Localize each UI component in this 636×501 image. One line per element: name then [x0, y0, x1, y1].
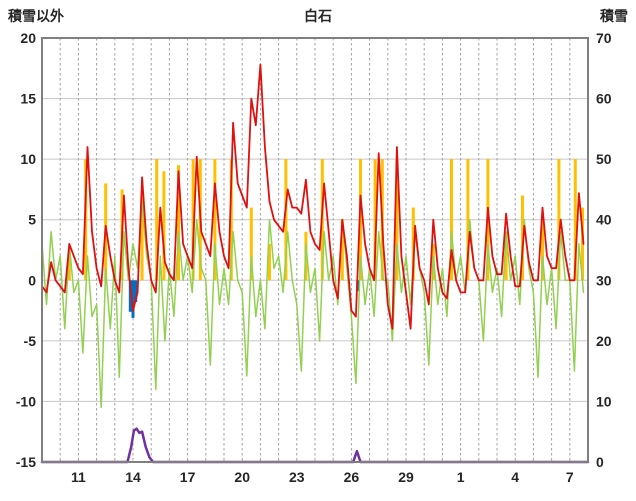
purple-line	[40, 427, 590, 464]
orange-bars	[411, 207, 415, 281]
blue-bars	[131, 280, 135, 318]
orange-bars	[213, 159, 217, 281]
left-axis-tick-label: 10	[20, 151, 36, 167]
left-axis-tick-label: 15	[20, 91, 36, 107]
x-axis-tick-label: 7	[566, 469, 574, 485]
right-axis-tick-label: 60	[596, 91, 612, 107]
left-axis-tick-label: 20	[20, 30, 36, 46]
orange-bars	[541, 219, 544, 281]
orange-bars	[191, 159, 195, 281]
x-axis-tick-label: 11	[71, 469, 86, 485]
red-line	[41, 63, 585, 330]
right-axis-tick-label: 20	[596, 333, 612, 349]
orange-bars	[340, 219, 344, 281]
left-axis-tick-label: -5	[24, 333, 37, 349]
orange-bars	[140, 195, 144, 281]
orange-bars	[557, 159, 561, 281]
x-axis-tick-label: 23	[289, 469, 305, 485]
plot-border	[41, 37, 589, 463]
orange-bars	[155, 159, 159, 281]
left-axis-tick-label: 5	[28, 212, 36, 228]
orange-bars	[450, 159, 453, 281]
left-axis-title: 積雪以外	[8, 8, 64, 24]
right-axis-tick-label: 40	[596, 212, 612, 228]
orange-bars	[373, 159, 377, 281]
right-axis-tick-label: 70	[596, 30, 612, 46]
blue-bars	[128, 280, 132, 312]
orange-bars	[249, 207, 253, 281]
orange-bars	[504, 231, 508, 281]
orange-bars	[395, 159, 399, 281]
x-axis-tick-label: 29	[398, 469, 414, 485]
x-axis-tick-label: 17	[180, 469, 196, 485]
left-axis-tick-label: -15	[16, 454, 36, 470]
right-axis-tick-label: 50	[596, 151, 612, 167]
orange-bars	[573, 159, 577, 281]
x-axis-tick-label: 14	[125, 469, 141, 485]
right-axis-tick-label: 10	[596, 393, 612, 409]
orange-bars	[359, 159, 362, 281]
blue-bars	[134, 280, 138, 303]
right-axis-tick-label: 30	[596, 272, 612, 288]
orange-bars	[284, 159, 288, 281]
x-axis-tick-label: 4	[511, 469, 519, 485]
right-axis-title: 積雪	[600, 8, 628, 24]
orange-bars	[581, 207, 584, 281]
x-axis-tick-label: 26	[344, 469, 360, 485]
orange-bars	[268, 243, 271, 281]
orange-bars	[229, 159, 233, 281]
green-line	[41, 200, 585, 409]
left-axis-tick-label: 0	[28, 272, 36, 288]
left-axis-tick-label: -10	[16, 393, 36, 409]
orange-bars	[67, 256, 71, 281]
right-axis-tick-label: 0	[596, 454, 604, 470]
x-axis-tick-label: 1	[457, 469, 465, 485]
x-axis-tick-label: 20	[234, 469, 250, 485]
orange-bars	[466, 159, 470, 281]
orange-bars	[162, 171, 166, 281]
orange-bars	[177, 165, 180, 281]
